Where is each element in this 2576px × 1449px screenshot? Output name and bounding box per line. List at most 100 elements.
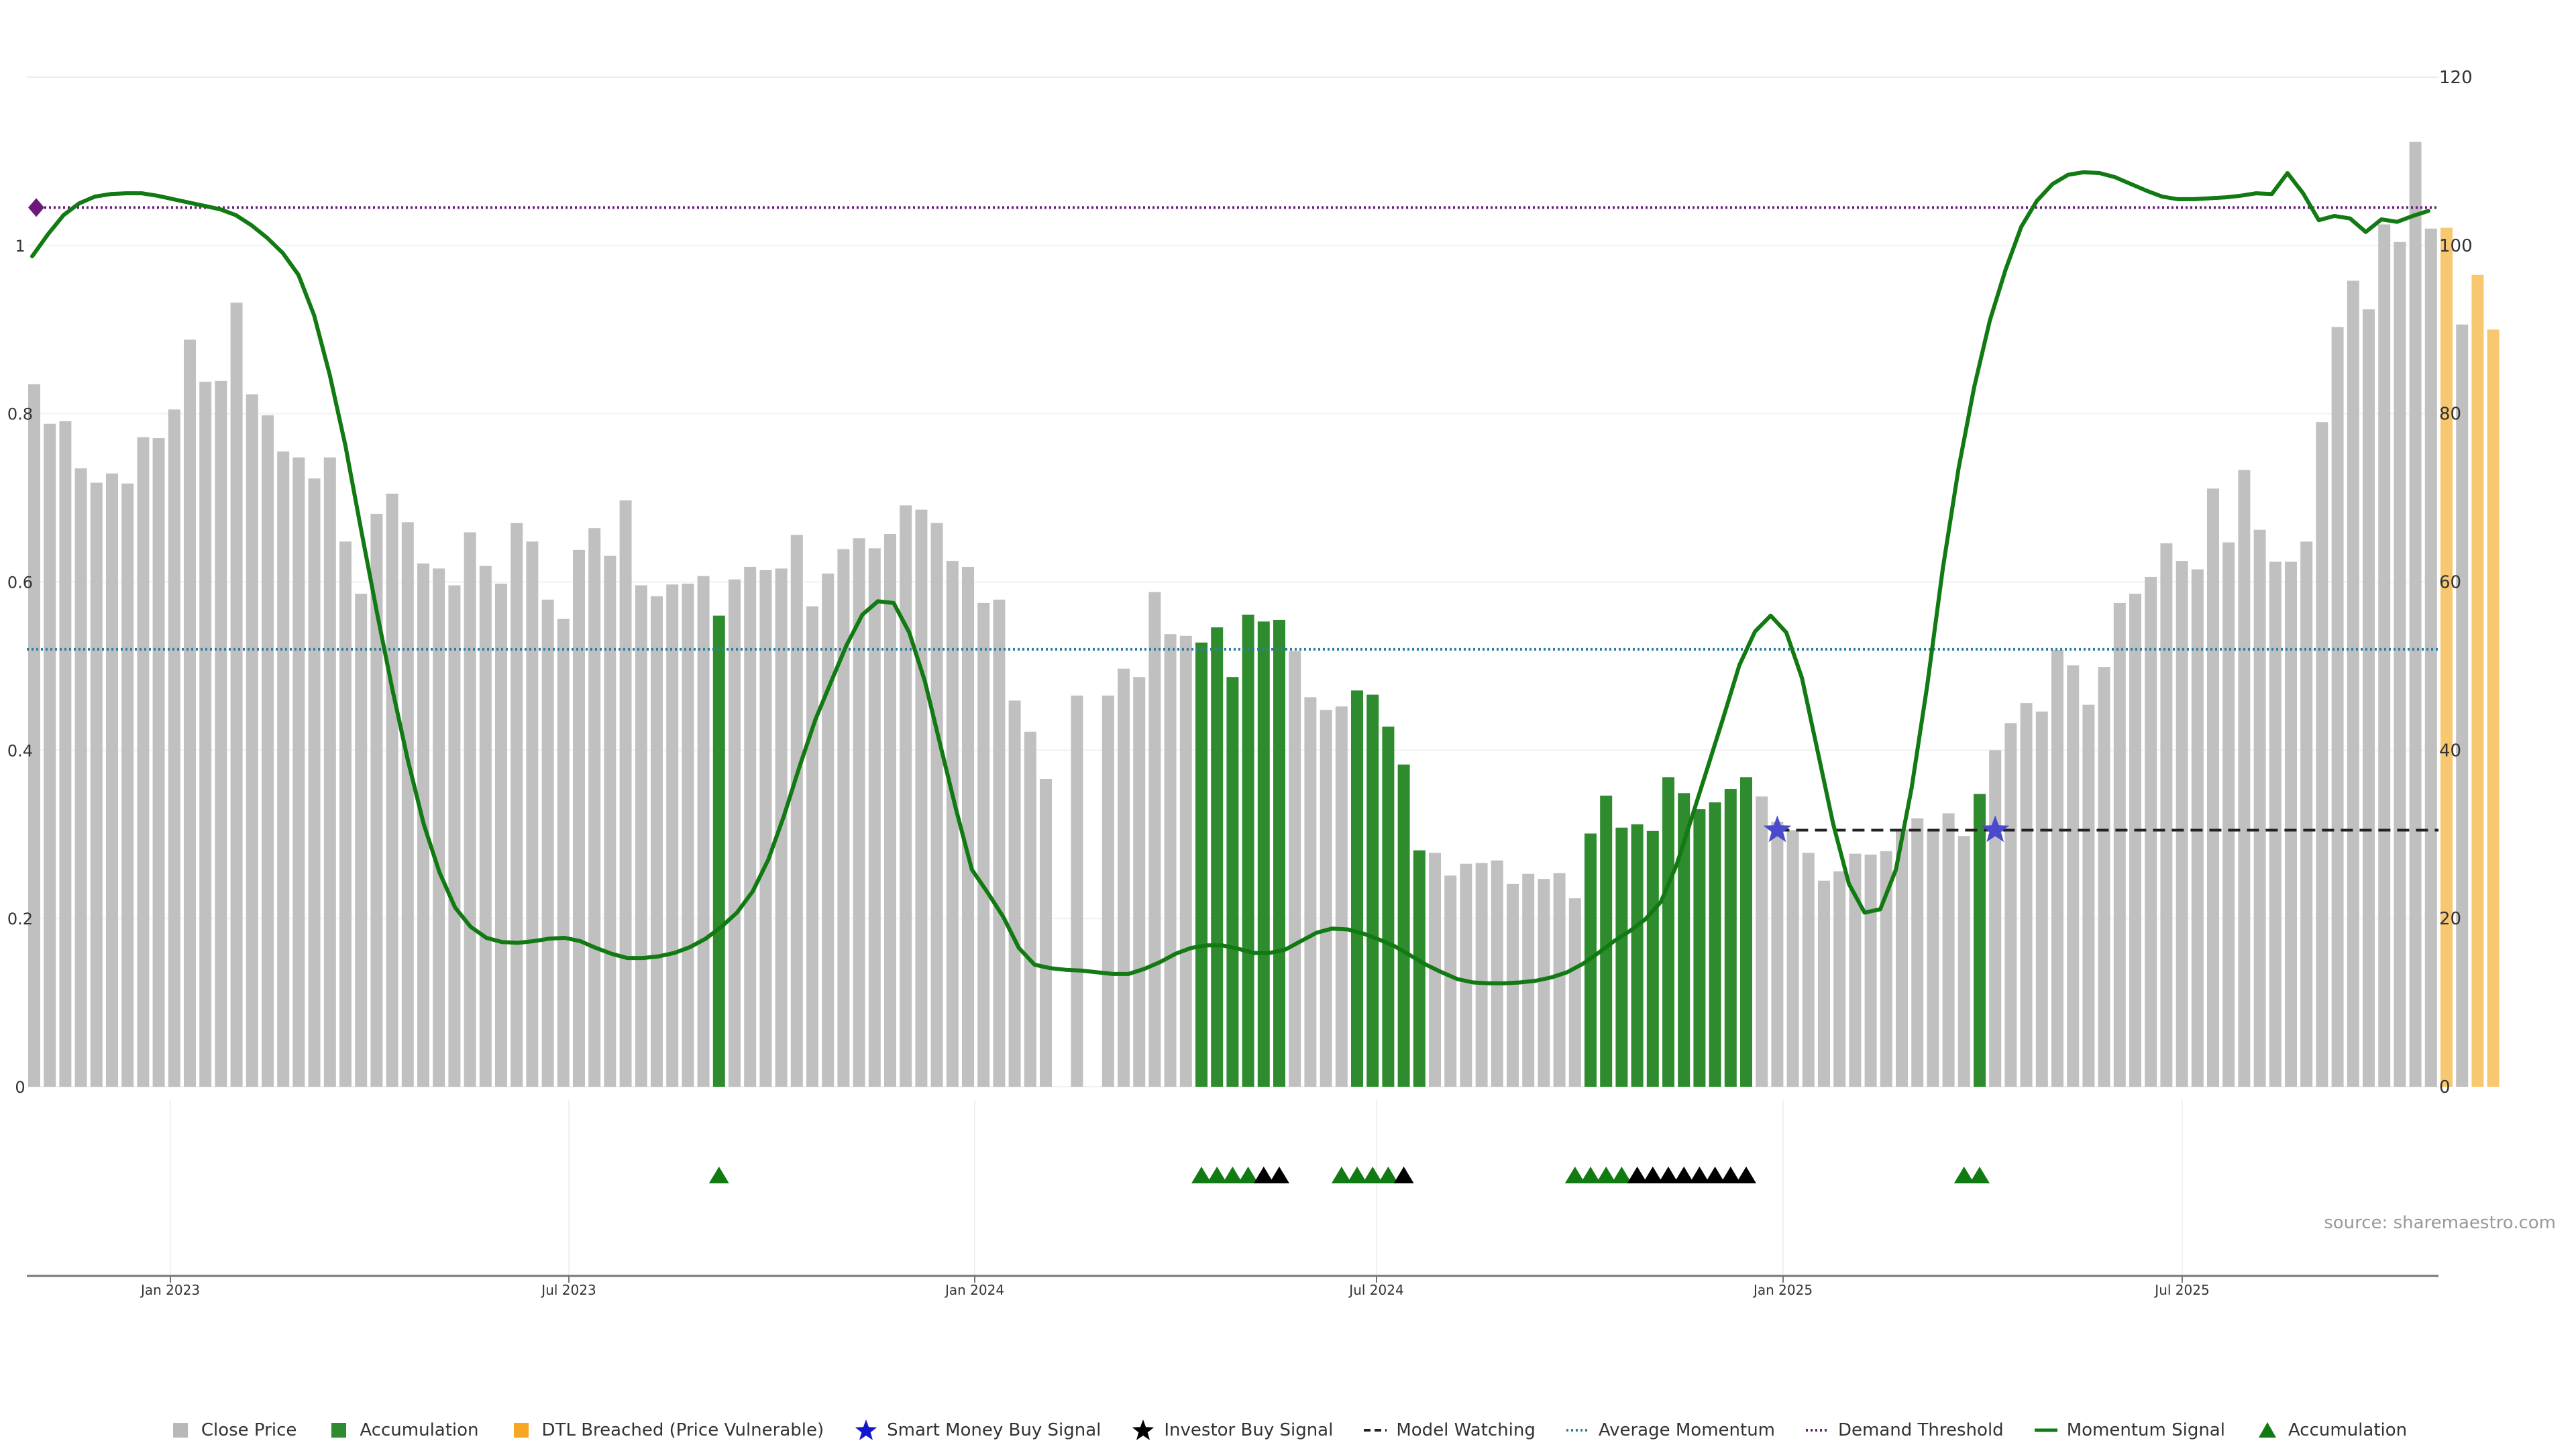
close-price-bar [230,303,243,1087]
legend-label: Smart Money Buy Signal [887,1420,1102,1440]
investor-buy-triangle [1393,1167,1414,1183]
close-price-bar [2207,488,2219,1087]
right-axis-tick-label: 0 [2439,1077,2451,1097]
accumulation-triangle [1378,1167,1399,1183]
smart-money-buy-star [1981,815,2010,843]
close-price-bar [1942,813,1955,1087]
close-price-bar [1320,710,1332,1087]
close-price-bar [28,384,40,1087]
left-axis-tick-label: 0.6 [7,574,33,592]
close-price-bar [759,570,772,1087]
accumulation-triangle [1238,1167,1258,1183]
close-price-bar [1771,821,1784,1087]
close-price-bar [993,599,1006,1087]
accumulation-triangle [1362,1167,1383,1183]
close-price-bar [1491,860,1503,1087]
investor-buy-triangle [1253,1167,1274,1183]
accumulation-triangle [1564,1167,1585,1183]
close-price-bar [2409,142,2422,1087]
close-price-bar [822,573,835,1087]
close-price-bar [1833,871,1846,1087]
close-price-bar [1911,818,1924,1087]
signal-markers [1763,815,2010,843]
close-price-bar [1164,634,1177,1087]
accumulation-triangle [1222,1167,1243,1183]
close-price-bar [168,409,180,1087]
close-price-bar [1927,829,1939,1087]
close-price-bar [1335,706,1348,1087]
legend-item: Model Watching [1364,1419,1536,1442]
close-price-bar [370,513,383,1087]
accumulation-bar [1397,764,1410,1087]
legend-triangle-icon [2256,1419,2279,1442]
investor-buy-triangle [1674,1167,1695,1183]
legend-item: Accumulation [2256,1419,2407,1442]
close-price-bar [106,473,118,1087]
close-price-bar [1008,700,1021,1087]
accumulation-bar [1724,789,1737,1087]
close-price-bar [884,534,896,1087]
close-price-bar [2347,280,2359,1087]
close-price-bar [2378,224,2391,1087]
close-price-bar [1148,592,1161,1087]
x-axis-tick-label: Jul 2024 [1348,1282,1403,1298]
close-price-bar [292,457,305,1087]
close-price-bar [2035,711,2048,1087]
investor-buy-triangle [1720,1167,1741,1183]
accumulation-bar [1257,621,1270,1087]
close-price-bar [2176,561,2188,1087]
investor-buy-triangle [1627,1167,1648,1183]
close-price-bar [1071,695,1083,1087]
close-price-bar [448,585,461,1087]
close-price-bar [184,339,196,1087]
close-price-bar [977,602,990,1087]
right-axis-tick-label: 20 [2439,909,2461,929]
close-price-bar [1880,851,1892,1087]
accumulation-triangle [1580,1167,1601,1183]
close-price-bar [1786,830,1799,1087]
close-price-bar [682,584,694,1087]
close-price-bar [401,522,414,1087]
close-price-bar [930,523,943,1087]
close-price-bar [1444,875,1457,1087]
close-price-bar [2331,327,2344,1087]
investor-buy-triangle [1689,1167,1710,1183]
close-price-bar [619,500,632,1087]
legend-label: Momentum Signal [2066,1420,2225,1440]
investor-buy-triangle [1705,1167,1725,1183]
legend-label: Average Momentum [1598,1420,1776,1440]
accumulation-triangle [1191,1167,1212,1183]
accumulation-bar [1974,794,1986,1087]
close-price-bar [557,619,570,1087]
close-price-bar [868,548,881,1087]
accumulation-bar [1678,793,1690,1087]
close-price-bar [2020,703,2033,1087]
accumulation-bar [1740,777,1752,1087]
close-price-bar [729,579,741,1087]
accumulation-triangle [1596,1167,1617,1183]
close-price-bar [588,528,601,1087]
close-price-bar [1118,668,1130,1087]
close-price-bar [355,594,368,1087]
close-price-bar [2424,228,2437,1087]
legend-item: Momentum Signal [2034,1419,2225,1442]
close-price-bar [479,566,492,1087]
close-price-bar [900,505,912,1087]
close-price-bar [1849,853,1862,1087]
legend-line-icon [2034,1419,2057,1442]
close-price-bar [2394,241,2406,1087]
accumulation-bar [1242,614,1254,1087]
x-axis-tick-label: Jan 2025 [1752,1282,1813,1298]
close-price-bar [2300,541,2313,1087]
accumulation-triangle [1207,1167,1228,1183]
reference-lines [27,198,2438,832]
close-price-bar [744,566,757,1087]
legend-label: DTL Breached (Price Vulnerable) [541,1420,824,1440]
accumulation-bar [1709,802,1721,1087]
accumulation-triangle [1970,1167,1990,1183]
legend-item: Demand Threshold [1806,1419,2004,1442]
close-price-bar [199,382,212,1087]
close-price-bar [1179,635,1192,1087]
accumulation-bar [1226,677,1239,1087]
